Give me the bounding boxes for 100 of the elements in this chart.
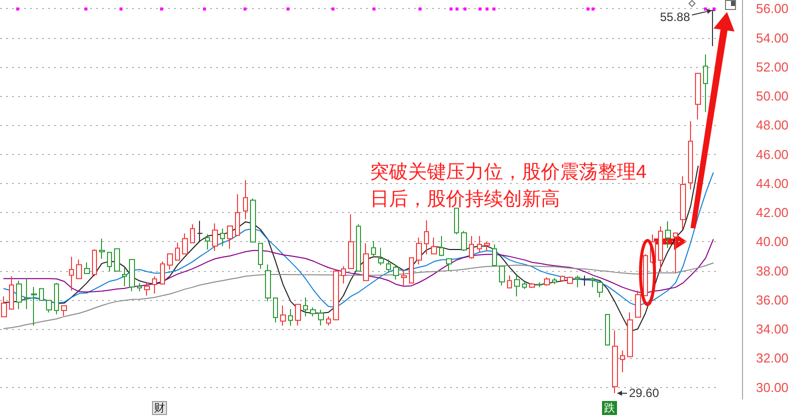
candlestick — [303, 296, 308, 317]
candlestick — [341, 266, 346, 284]
candlestick — [680, 176, 686, 230]
candlestick — [393, 264, 399, 280]
candlestick — [122, 267, 127, 287]
candlestick — [635, 290, 641, 318]
candlestick — [431, 237, 437, 254]
candlestick — [24, 277, 29, 310]
candlestick — [250, 198, 256, 243]
candlestick — [424, 220, 429, 255]
candlestick — [484, 242, 490, 252]
candlestick — [46, 300, 52, 313]
candlestick — [160, 261, 165, 284]
candlestick — [152, 276, 157, 294]
candlestick — [76, 258, 82, 280]
candlestick — [665, 220, 671, 248]
candlestick — [386, 258, 391, 274]
candlestick — [295, 304, 301, 326]
y-tick-label: 32.00 — [756, 350, 789, 366]
candlestick — [280, 305, 286, 326]
candlestick — [84, 262, 90, 274]
candlestick — [401, 269, 407, 287]
candlestick — [492, 244, 497, 267]
candlestick — [612, 330, 618, 394]
candlestick — [61, 305, 67, 316]
candlestick — [454, 208, 459, 235]
candlestick — [16, 280, 22, 310]
y-tick-label: 48.00 — [756, 118, 789, 133]
candlestick — [182, 232, 188, 254]
candlestick — [703, 54, 708, 113]
candlestick — [567, 276, 573, 284]
candlestick — [348, 214, 354, 270]
candlestick — [243, 180, 248, 220]
candlestick — [582, 275, 588, 286]
candlestick — [688, 120, 693, 190]
candlestick — [333, 268, 339, 320]
candlestick — [416, 237, 422, 265]
y-tick-label: 56.00 — [756, 1, 789, 16]
candlestick — [439, 236, 444, 257]
candlestick — [273, 297, 278, 323]
candlestick — [378, 247, 384, 266]
y-tick-label: 44.00 — [756, 176, 789, 191]
y-tick-label: 42.00 — [756, 205, 789, 220]
candlestick — [695, 72, 701, 120]
candlestick — [31, 286, 37, 326]
candlestick — [522, 282, 527, 290]
candlestick — [409, 257, 414, 284]
candlestick — [69, 256, 74, 292]
text: 财 — [154, 402, 165, 414]
candlestick — [99, 238, 105, 260]
y-tick-label: 34.00 — [756, 322, 789, 337]
candlestick — [446, 258, 452, 272]
candlestick — [605, 314, 610, 346]
y-tick-label: 52.00 — [756, 59, 789, 74]
candlestick — [54, 282, 59, 315]
candlestick — [529, 282, 535, 289]
candlestick — [461, 230, 467, 252]
candlestick — [710, 10, 716, 47]
candlestick — [92, 248, 97, 277]
text: 跌 — [604, 402, 615, 414]
candlestick — [318, 309, 324, 326]
candlestick — [658, 226, 663, 272]
candlestick — [643, 254, 648, 296]
candlestick — [235, 194, 240, 236]
line-series — [3, 239, 714, 294]
candlestick — [212, 222, 218, 252]
candlestick — [356, 224, 361, 272]
candlestick — [560, 275, 565, 282]
candlestick — [590, 276, 595, 288]
candlestick — [190, 224, 195, 244]
candlestick — [597, 280, 603, 298]
y-tick-label: 46.00 — [756, 146, 789, 162]
candlestick — [469, 236, 474, 260]
candlestick — [371, 240, 376, 258]
candlestick — [673, 232, 678, 274]
candlestick — [175, 242, 180, 261]
candlestick — [537, 282, 542, 288]
candlestick — [220, 228, 225, 247]
y-tick-label: 38.00 — [756, 263, 789, 278]
y-tick-label: 40.00 — [756, 234, 789, 250]
candlestick — [197, 220, 203, 242]
y-tick-label: 36.00 — [756, 292, 789, 308]
candlestick — [39, 288, 44, 302]
candlestick — [167, 253, 173, 270]
candlestick — [258, 242, 263, 270]
candlestick — [9, 276, 14, 310]
candlestick — [107, 252, 112, 272]
candlestick — [514, 275, 520, 297]
candlestick — [507, 275, 512, 288]
candlestick — [499, 266, 505, 286]
annotation: 突破关键压力位，股价震荡整理4日后，股价持续创新高 — [370, 161, 647, 210]
candlestick — [326, 316, 331, 326]
candlestick — [363, 242, 369, 282]
line-series — [3, 262, 714, 330]
annotation: 29.60 — [629, 386, 660, 400]
y-tick-label: 30.00 — [756, 380, 789, 395]
candlestick — [544, 276, 550, 286]
candlestick — [552, 277, 557, 284]
annotation: 55.88 — [660, 10, 690, 24]
candlestick — [114, 248, 120, 272]
